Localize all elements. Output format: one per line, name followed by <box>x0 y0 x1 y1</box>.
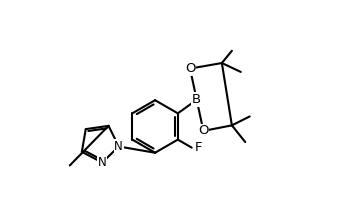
Text: N: N <box>98 156 106 169</box>
Text: B: B <box>192 93 201 106</box>
Text: F: F <box>195 141 202 154</box>
Text: O: O <box>198 124 209 137</box>
Text: O: O <box>185 62 195 75</box>
Text: N: N <box>114 140 123 153</box>
